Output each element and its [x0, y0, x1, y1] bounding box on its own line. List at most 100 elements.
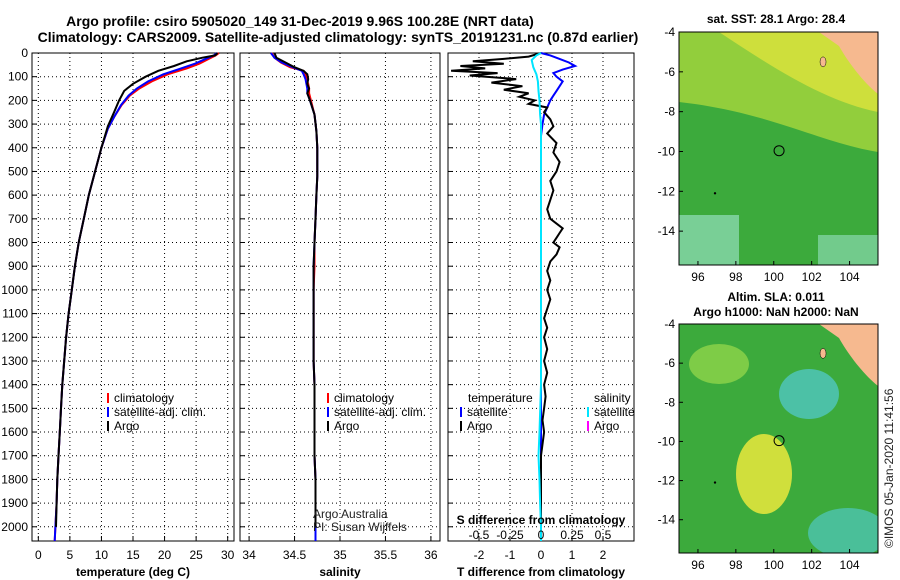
sst-map-ytick-label: -8 [664, 105, 675, 119]
temperature-legend-label: climatology [114, 391, 174, 405]
temperature-xtick-label: 25 [189, 548, 203, 562]
temperature-series-satellite-adj-clim- [53, 52, 218, 542]
temperature-ytick-label: 800 [8, 236, 28, 250]
sst-map-ytick-label: -4 [664, 25, 675, 39]
difference-xtick-label: 0 [538, 548, 545, 562]
salinity-series-argo [273, 52, 319, 527]
difference-xtick-label: 1 [569, 548, 576, 562]
credit-imos: ©IMOS 05-Jan-2020 11:41:56 [882, 388, 896, 548]
sla-map-ytick-label: -4 [664, 317, 675, 331]
sla-map-xtick-label: 104 [840, 558, 860, 572]
temperature-xtick-label: 15 [126, 548, 140, 562]
sla-map-low-anomaly [808, 508, 878, 553]
salinity-legend-label: Argo [334, 419, 360, 433]
title-line-2: Climatology: CARS2009. Satellite-adjuste… [38, 29, 639, 45]
difference-legend-temp-label: Argo [467, 419, 493, 433]
temperature-xtick-label: 10 [95, 548, 109, 562]
difference-s-xtick-label: -0.5 [469, 528, 490, 542]
temperature-xtick-label: 0 [35, 548, 42, 562]
sla-map-xtick-label: 98 [729, 558, 743, 572]
salinity-xtick-label: 34 [242, 548, 256, 562]
sla-map-xtick-label: 96 [691, 558, 705, 572]
sst-map-cool-patch [818, 235, 878, 265]
credit-pi: PI: Susan Wijffels [313, 520, 407, 534]
temperature-ytick-label: 600 [8, 188, 28, 202]
sla-map-ytick-label: -6 [664, 356, 675, 370]
temperature-ytick-label: 1800 [1, 472, 28, 486]
temperature-series-climatology [53, 52, 220, 542]
difference-legend-temp-title: temperature [468, 391, 533, 405]
temperature-ytick-label: 1300 [1, 354, 28, 368]
sst-map-island [819, 56, 827, 68]
temperature-ytick-label: 2000 [1, 520, 28, 534]
sla-map-frame [678, 323, 879, 554]
difference-xtick-label: -2 [474, 548, 485, 562]
sst-map-title: sat. SST: 28.1 Argo: 28.4 [707, 12, 846, 26]
sla-map-ytick-label: -8 [664, 395, 675, 409]
temperature-legend-label: Argo [114, 419, 140, 433]
salinity-legend-label: satellite-adj. clim. [334, 405, 426, 419]
temperature-xlabel: temperature (deg C) [76, 565, 190, 579]
sla-map-high-anomaly [736, 434, 792, 514]
sst-map-ytick-label: -6 [664, 65, 675, 79]
sla-map-mid-anomaly [689, 344, 749, 384]
sla-map-low-anomaly [779, 369, 839, 419]
salinity-xlabel: salinity [319, 565, 361, 579]
sla-map-xtick-label: 100 [764, 558, 784, 572]
temperature-xtick-label: 20 [158, 548, 172, 562]
temperature-ytick-label: 900 [8, 259, 28, 273]
sst-map-argo-marker [773, 145, 785, 157]
difference-xlabel: T difference from climatology [457, 565, 625, 579]
difference-series-t-satellite [540, 52, 578, 541]
temperature-ytick-label: 1600 [1, 425, 28, 439]
difference-series-s-satellite [530, 52, 542, 541]
difference-legend-sal-label: Argo [594, 419, 620, 433]
sla-map-field [679, 324, 878, 553]
sst-map-xtick-label: 102 [802, 270, 822, 284]
temperature-ytick-label: 1700 [1, 449, 28, 463]
credit-argo-australia: Argo Australia [313, 507, 388, 521]
temperature-ytick-label: 1000 [1, 283, 28, 297]
salinity-xtick-label: 35 [333, 548, 347, 562]
sla-map-xtick-label: 102 [802, 558, 822, 572]
difference-series-t-argo [451, 52, 565, 527]
sst-map-frame [678, 31, 879, 266]
sst-map-xtick-label: 96 [691, 270, 705, 284]
difference-s-xtick-label: 0.5 [595, 528, 612, 542]
temperature-ytick-label: 200 [8, 93, 28, 107]
sst-map-xtick-label: 98 [729, 270, 743, 284]
sla-map-title-1: Altim. SLA: 0.011 [727, 290, 825, 304]
temperature-ytick-label: 1400 [1, 378, 28, 392]
salinity-xtick-label: 36 [424, 548, 438, 562]
temperature-ytick-label: 400 [8, 141, 28, 155]
difference-legend-sal-title: salinity [594, 391, 631, 405]
sla-map-island [819, 348, 827, 359]
sst-map-ytick-label: -12 [658, 184, 676, 198]
temperature-ytick-label: 0 [21, 46, 28, 60]
sla-map-cocos-island [713, 481, 717, 484]
temperature-ytick-label: 700 [8, 212, 28, 226]
sla-map-ytick-label: -12 [658, 474, 676, 488]
sst-map-hot-band [719, 32, 878, 112]
sst-map-ytick-label: -10 [658, 144, 676, 158]
sst-map-field [679, 32, 878, 265]
title-line-1: Argo profile: csiro 5905020_149 31-Dec-2… [66, 13, 534, 29]
sla-map-title-2: Argo h1000: NaN h2000: NaN [693, 305, 858, 319]
temperature-xtick-label: 5 [67, 548, 74, 562]
difference-legend-sal-label: satellite [594, 405, 635, 419]
temperature-legend-label: satellite-adj. clim. [114, 405, 206, 419]
sst-map-xtick-label: 104 [840, 270, 860, 284]
sla-map-ytick-label: -14 [658, 513, 676, 527]
difference-xlabel-top: S difference from climatology [457, 513, 626, 527]
difference-legend-temp-label: satellite [467, 405, 508, 419]
sla-map-argo-marker [773, 435, 785, 447]
temperature-ytick-label: 1900 [1, 496, 28, 510]
sst-map-cocos-island [713, 192, 717, 195]
temperature-series-argo [55, 52, 219, 527]
temperature-ytick-label: 1200 [1, 330, 28, 344]
sla-map-ytick-label: -10 [658, 434, 676, 448]
sla-map-land-sumatra [819, 324, 878, 386]
sst-map-ytick-label: -14 [658, 224, 676, 238]
difference-s-xtick-label: 0.25 [560, 528, 584, 542]
difference-xtick-label: -1 [505, 548, 516, 562]
